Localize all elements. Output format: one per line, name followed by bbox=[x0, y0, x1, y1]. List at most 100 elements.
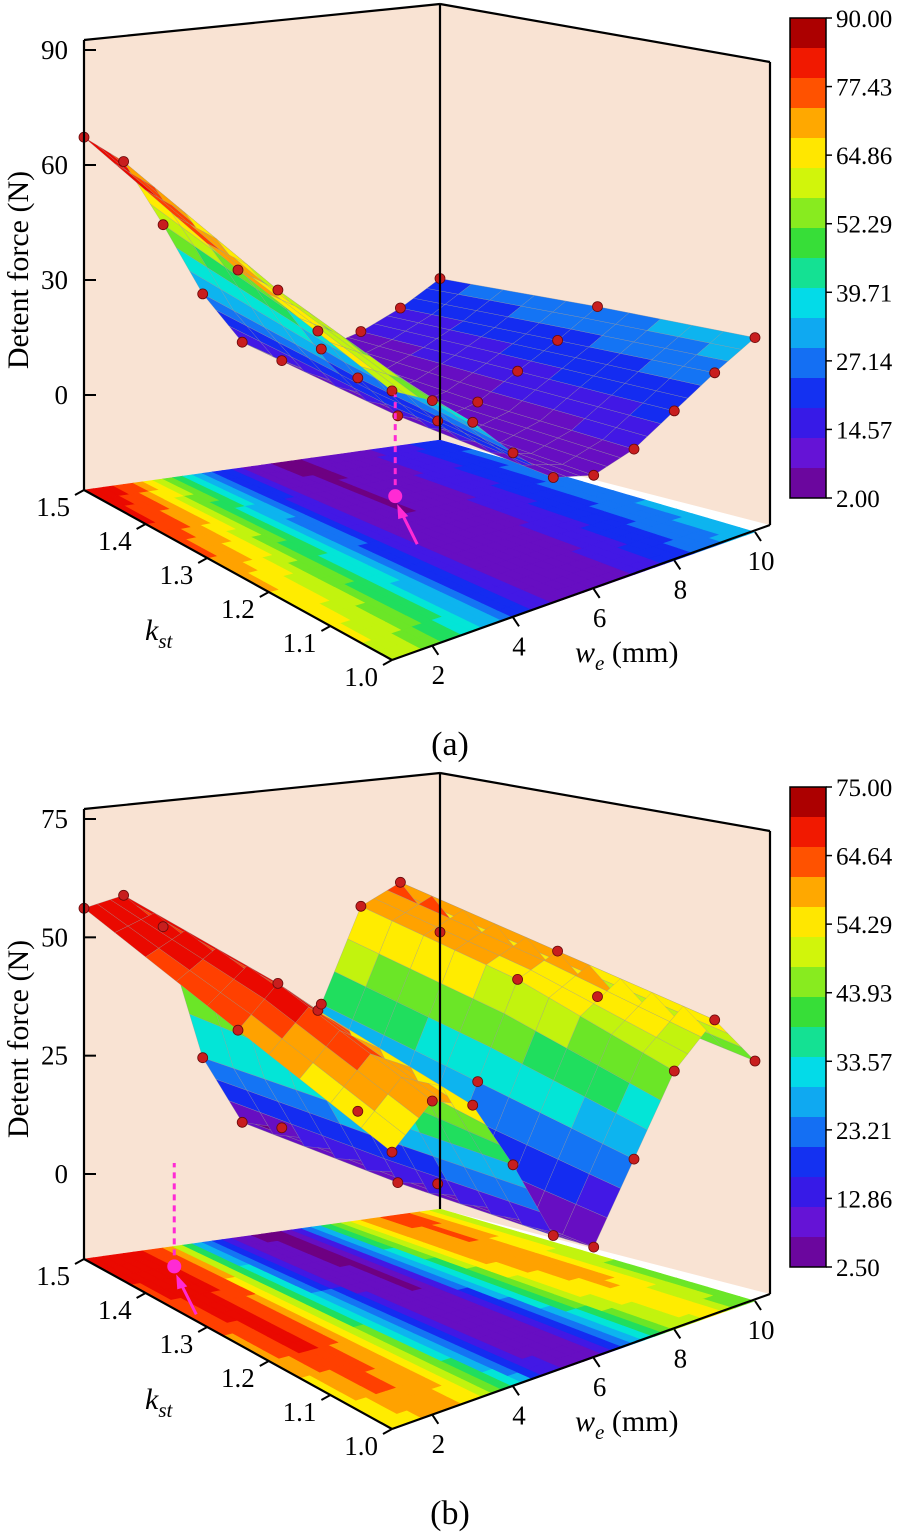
sample-point bbox=[592, 301, 603, 313]
sample-point bbox=[588, 469, 600, 481]
we-tick-label: 2 bbox=[432, 1429, 446, 1459]
minimum-arrowhead bbox=[397, 504, 409, 520]
kst-tick-label: 1.0 bbox=[344, 662, 378, 692]
we-tick-mark bbox=[592, 1357, 601, 1368]
sample-point bbox=[628, 443, 640, 455]
colorbar-tick-label: 52.29 bbox=[836, 212, 892, 239]
minimum-arrowhead bbox=[176, 1274, 188, 1290]
sample-point bbox=[312, 325, 324, 337]
kst-tick-label: 1.5 bbox=[36, 492, 70, 522]
sample-point bbox=[315, 998, 327, 1010]
we-tick-mark bbox=[673, 1328, 682, 1339]
we-tick-label: 2 bbox=[432, 660, 446, 690]
sample-point bbox=[236, 1116, 248, 1128]
chart-panel-b: 75 50 25 0 Detent force (N) 1.5 1.4 1.3 1.2 1.1 1.… bbox=[0, 769, 900, 1538]
colorbar-tick-label: 14.57 bbox=[836, 417, 892, 444]
sample-point bbox=[467, 1099, 479, 1111]
we-tick-mark bbox=[754, 531, 762, 542]
sample-point bbox=[749, 332, 761, 344]
sample-point bbox=[709, 367, 721, 379]
kst-axis-label: kst bbox=[145, 614, 174, 653]
panel-caption: (b) bbox=[430, 1495, 470, 1532]
sample-point bbox=[197, 1052, 209, 1064]
kst-tick-mark bbox=[197, 557, 208, 564]
colorbar-tick-label: 33.57 bbox=[836, 1049, 892, 1076]
sample-point bbox=[547, 472, 559, 483]
kst-tick-label: 1.0 bbox=[344, 1431, 378, 1461]
kst-tick-label: 1.3 bbox=[159, 560, 193, 590]
we-tick-mark bbox=[592, 588, 601, 599]
sample-point bbox=[276, 1122, 288, 1134]
we-tick-label: 8 bbox=[674, 1343, 688, 1373]
sample-point bbox=[467, 416, 479, 428]
sample-point bbox=[472, 1076, 484, 1088]
colorbar-tick-label: 12.86 bbox=[836, 1186, 892, 1213]
kst-tick-mark bbox=[136, 523, 147, 530]
colorbar-tick-label: 64.86 bbox=[836, 143, 892, 170]
back-wall bbox=[84, 4, 440, 490]
kst-tick-label: 1.4 bbox=[98, 1295, 132, 1325]
sample-point bbox=[552, 945, 563, 957]
kst-tick-mark bbox=[136, 1292, 147, 1299]
sample-point bbox=[709, 1014, 721, 1026]
sample-point bbox=[276, 355, 288, 367]
sample-point bbox=[592, 991, 603, 1003]
sample-point bbox=[432, 1178, 444, 1190]
we-tick-label: 10 bbox=[748, 546, 775, 576]
sample-point bbox=[197, 288, 209, 300]
sample-point bbox=[352, 1105, 364, 1117]
colorbar-tick-label: 2.50 bbox=[836, 1255, 880, 1282]
sample-points bbox=[78, 876, 761, 1253]
kst-tick-label: 1.4 bbox=[98, 526, 132, 556]
sample-point bbox=[272, 284, 284, 296]
sample-point bbox=[352, 372, 364, 384]
z-tick-label: 0 bbox=[55, 380, 69, 410]
colorbar-tick-label: 27.14 bbox=[836, 349, 893, 376]
we-tick-label: 6 bbox=[593, 603, 607, 633]
kst-tick-mark bbox=[320, 625, 331, 632]
we-tick-mark bbox=[431, 1414, 440, 1425]
sample-point bbox=[426, 1095, 438, 1107]
kst-tick-mark bbox=[74, 1258, 85, 1265]
we-tick-mark bbox=[673, 559, 682, 570]
floor-contour bbox=[83, 439, 756, 661]
we-tick-label: 8 bbox=[674, 574, 688, 604]
we-tick-label: 4 bbox=[512, 1400, 526, 1430]
minimum-marker bbox=[388, 489, 403, 504]
colorbar-tick-label: 2.00 bbox=[836, 486, 880, 513]
we-tick-mark bbox=[754, 1300, 762, 1311]
z-tick-label: 30 bbox=[41, 265, 68, 295]
sample-point bbox=[157, 921, 169, 933]
kst-tick-mark bbox=[259, 1360, 270, 1367]
sample-point bbox=[512, 973, 523, 985]
sample-point bbox=[386, 1146, 398, 1158]
chart-panel-a: 90 60 30 0 Detent force (N) 1.5 1.4 1.3 1.2 1.1 1.… bbox=[2, 2, 893, 763]
kst-tick-mark bbox=[320, 1394, 331, 1401]
kst-tick-label: 1.3 bbox=[159, 1329, 193, 1359]
sample-point bbox=[118, 156, 129, 167]
sample-point bbox=[749, 1055, 761, 1067]
sample-point bbox=[386, 385, 398, 397]
z-tick-label: 50 bbox=[41, 922, 68, 952]
sample-point bbox=[392, 1177, 404, 1189]
sample-point bbox=[628, 1153, 640, 1165]
z-tick-label: 60 bbox=[41, 150, 68, 180]
we-tick-label: 10 bbox=[748, 1315, 775, 1345]
colorbar: 75.00 64.64 54.29 43.93 33.57 23.21 12.86 2.50 bbox=[789, 775, 893, 1282]
sample-point bbox=[547, 1230, 559, 1241]
sample-point bbox=[394, 302, 406, 314]
we-tick-mark bbox=[512, 616, 520, 627]
we-tick-mark bbox=[512, 1385, 520, 1396]
panel-caption: (a) bbox=[431, 726, 469, 763]
axis-frame bbox=[82, 771, 772, 1431]
colorbar: 90.00 77.43 64.86 52.29 39.71 27.14 14.57 2.00 bbox=[789, 6, 893, 513]
kst-tick-mark bbox=[259, 591, 270, 598]
colorbar-tick-label: 64.64 bbox=[836, 844, 893, 871]
z-tick-label: 75 bbox=[41, 804, 68, 834]
axis-frame bbox=[82, 2, 772, 662]
kst-tick-label: 1.2 bbox=[221, 594, 255, 624]
sample-point bbox=[426, 395, 438, 407]
sample-point bbox=[512, 365, 523, 377]
sample-point bbox=[236, 336, 248, 348]
colorbar-tick-label: 54.29 bbox=[836, 912, 892, 939]
